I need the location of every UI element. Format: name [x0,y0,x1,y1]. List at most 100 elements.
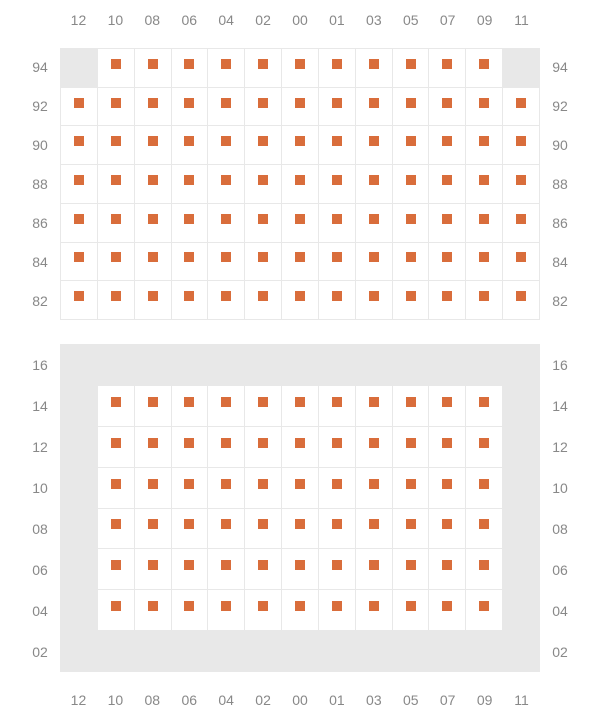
seat-cell[interactable] [172,468,209,509]
seat-cell[interactable] [319,126,356,165]
seat-cell[interactable] [503,204,540,243]
seat-cell[interactable] [393,590,430,631]
seat-cell[interactable] [393,509,430,550]
seat-cell[interactable] [245,590,282,631]
seat-cell[interactable] [61,88,98,127]
seat-cell[interactable] [282,386,319,427]
seat-cell[interactable] [356,49,393,88]
seat-cell[interactable] [98,49,135,88]
seat-cell[interactable] [282,88,319,127]
seat-cell[interactable] [282,165,319,204]
seat-cell[interactable] [393,126,430,165]
seat-cell[interactable] [245,204,282,243]
seat-cell[interactable] [245,509,282,550]
seat-cell[interactable] [282,281,319,320]
seat-cell[interactable] [319,549,356,590]
seat-cell[interactable] [282,590,319,631]
seat-cell[interactable] [208,509,245,550]
seat-cell[interactable] [98,386,135,427]
seat-cell[interactable] [135,386,172,427]
seat-cell[interactable] [245,468,282,509]
seat-cell[interactable] [393,468,430,509]
seat-cell[interactable] [319,386,356,427]
seat-cell[interactable] [356,468,393,509]
seat-cell[interactable] [98,590,135,631]
seat-cell[interactable] [245,549,282,590]
seat-cell[interactable] [466,509,503,550]
seat-cell[interactable] [466,204,503,243]
seat-cell[interactable] [429,590,466,631]
seat-cell[interactable] [135,509,172,550]
seat-cell[interactable] [319,427,356,468]
seat-cell[interactable] [356,509,393,550]
seat-cell[interactable] [208,49,245,88]
seat-cell[interactable] [393,88,430,127]
seat-cell[interactable] [466,126,503,165]
seat-cell[interactable] [98,243,135,282]
seat-cell[interactable] [319,590,356,631]
seat-cell[interactable] [282,204,319,243]
seat-cell[interactable] [208,386,245,427]
seat-cell[interactable] [282,126,319,165]
seat-cell[interactable] [319,204,356,243]
seat-cell[interactable] [466,590,503,631]
seat-cell[interactable] [282,427,319,468]
seat-cell[interactable] [282,243,319,282]
seat-cell[interactable] [135,126,172,165]
seat-cell[interactable] [135,590,172,631]
seat-cell[interactable] [356,204,393,243]
seat-cell[interactable] [245,243,282,282]
seat-cell[interactable] [319,49,356,88]
seat-cell[interactable] [356,386,393,427]
seat-cell[interactable] [172,126,209,165]
seat-cell[interactable] [466,88,503,127]
seat-cell[interactable] [429,427,466,468]
seat-cell[interactable] [319,88,356,127]
seat-cell[interactable] [429,509,466,550]
seat-cell[interactable] [466,386,503,427]
seat-cell[interactable] [356,281,393,320]
seat-cell[interactable] [393,243,430,282]
seat-cell[interactable] [429,549,466,590]
seat-cell[interactable] [135,49,172,88]
seat-cell[interactable] [135,88,172,127]
seat-cell[interactable] [319,509,356,550]
seat-cell[interactable] [172,204,209,243]
seat-cell[interactable] [135,165,172,204]
seat-cell[interactable] [466,243,503,282]
seat-cell[interactable] [319,281,356,320]
seat-cell[interactable] [172,509,209,550]
seat-cell[interactable] [429,204,466,243]
seat-cell[interactable] [135,549,172,590]
seat-cell[interactable] [429,88,466,127]
seat-cell[interactable] [98,549,135,590]
seat-cell[interactable] [282,509,319,550]
seat-cell[interactable] [98,88,135,127]
seat-cell[interactable] [356,243,393,282]
seat-cell[interactable] [393,204,430,243]
seat-cell[interactable] [208,281,245,320]
seat-cell[interactable] [61,165,98,204]
seat-cell[interactable] [208,243,245,282]
seat-cell[interactable] [429,468,466,509]
seat-cell[interactable] [61,126,98,165]
seat-cell[interactable] [393,427,430,468]
seat-cell[interactable] [172,165,209,204]
seat-cell[interactable] [172,49,209,88]
seat-cell[interactable] [208,204,245,243]
seat-cell[interactable] [429,165,466,204]
seat-cell[interactable] [356,549,393,590]
seat-cell[interactable] [356,590,393,631]
seat-cell[interactable] [393,281,430,320]
seat-cell[interactable] [135,427,172,468]
seat-cell[interactable] [98,427,135,468]
seat-cell[interactable] [245,126,282,165]
seat-cell[interactable] [319,243,356,282]
seat-cell[interactable] [135,243,172,282]
seat-cell[interactable] [466,427,503,468]
seat-cell[interactable] [135,204,172,243]
seat-cell[interactable] [208,126,245,165]
seat-cell[interactable] [208,427,245,468]
seat-cell[interactable] [503,126,540,165]
seat-cell[interactable] [466,281,503,320]
